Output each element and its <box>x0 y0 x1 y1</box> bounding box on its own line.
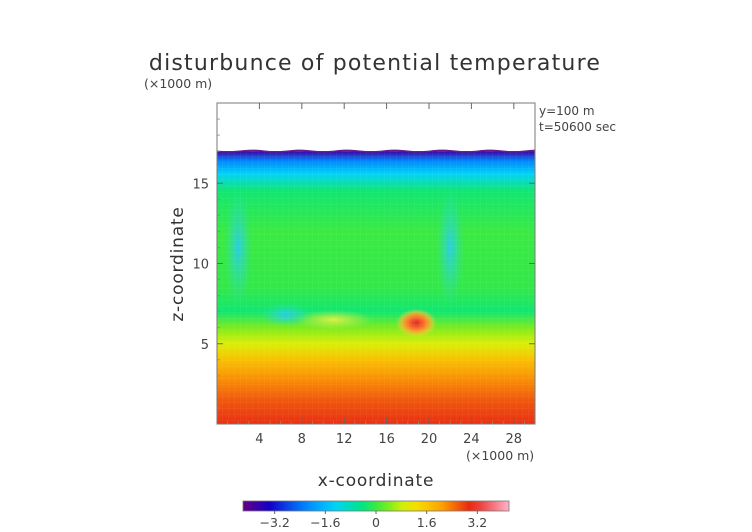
scale-label-bottom: (×1000 m) <box>466 448 534 463</box>
x-tick-label-8: 8 <box>298 432 306 447</box>
y-tick-label-10: 10 <box>192 258 209 273</box>
colorbar-tick-label--3.2: −3.2 <box>259 515 289 530</box>
x-axis: 4 8 12 16 20 24 28 <box>227 103 525 447</box>
colorbar-tick-label-1.6: 1.6 <box>417 515 437 530</box>
y-tick-label-15: 15 <box>192 177 209 192</box>
data-top-edge <box>217 149 535 153</box>
y-tick-label-5: 5 <box>201 338 209 353</box>
annotation-t: t=50600 sec <box>539 120 616 134</box>
x-tick-label-24: 24 <box>463 432 480 447</box>
grid-overlay <box>217 151 535 424</box>
scale-label-top: (×1000 m) <box>144 76 212 91</box>
colorbar-tick-label--1.6: −1.6 <box>310 515 340 530</box>
chart-title: disturbunce of potential temperature <box>149 51 601 76</box>
x-tick-label-28: 28 <box>506 432 523 447</box>
x-axis-label: x-coordinate <box>318 471 434 491</box>
x-tick-label-20: 20 <box>421 432 438 447</box>
x-tick-label-4: 4 <box>255 432 263 447</box>
colorbar-tick-label-3.2: 3.2 <box>467 515 487 530</box>
x-tick-label-16: 16 <box>378 432 395 447</box>
x-tick-label-12: 12 <box>336 432 353 447</box>
annotation-y: y=100 m <box>539 104 595 118</box>
colorbar-tick-label-0: 0 <box>372 515 380 530</box>
plot-area <box>217 149 535 424</box>
colorbar-bar <box>242 500 510 512</box>
y-axis-label: z-coordinate <box>168 206 188 321</box>
colorbar-ticks: −3.2 −1.6 0 1.6 3.2 <box>259 511 487 530</box>
colorbar: −3.2 −1.6 0 1.6 3.2 <box>242 500 510 530</box>
y-axis: 5 10 15 <box>192 118 535 409</box>
